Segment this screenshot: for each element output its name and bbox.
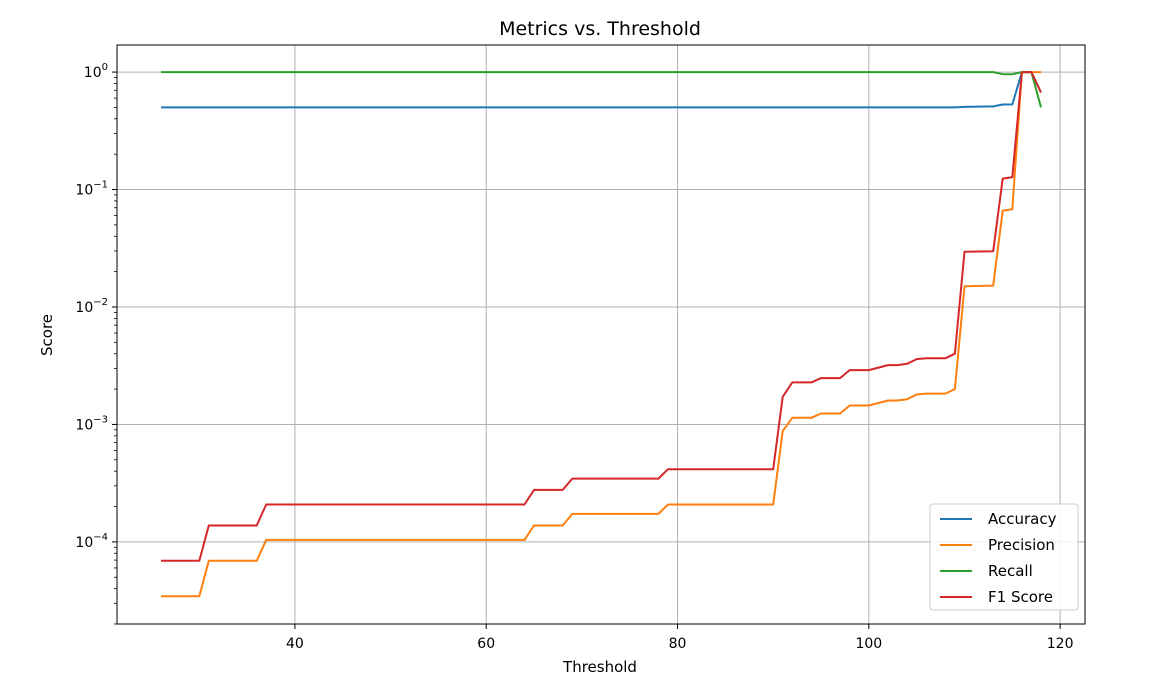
plot-frame: [116, 44, 1086, 625]
y-axis-label: Score: [38, 314, 56, 356]
series-line-precision: [161, 71, 1041, 598]
y-tick-label: 100: [84, 62, 108, 81]
x-axis: 40 60 80 100 120: [286, 624, 1073, 652]
y-tick-label: 10−2: [75, 297, 108, 316]
legend-label-precision: Precision: [988, 536, 1055, 554]
x-tick-label: 40: [286, 636, 304, 652]
chart-title: Metrics vs. Threshold: [499, 18, 701, 40]
series-layer: [161, 71, 1042, 598]
x-tick-label: 100: [855, 636, 882, 652]
x-tick-label: 60: [477, 636, 495, 652]
y-tick-label: 10−1: [75, 180, 108, 199]
y-tick-label: 10−3: [75, 414, 108, 433]
x-axis-label: Threshold: [562, 658, 637, 676]
y-axis: 10−4 10−3 10−2 10−1 100: [75, 62, 117, 625]
legend: Accuracy Precision Recall F1 Score: [929, 503, 1079, 611]
legend-label-accuracy: Accuracy: [988, 510, 1057, 528]
grid: [117, 45, 1085, 624]
y-tick-label: 10−4: [75, 532, 108, 551]
x-tick-label: 120: [1047, 636, 1074, 652]
legend-label-f1-score: F1 Score: [988, 588, 1053, 606]
plot-area: [117, 45, 1085, 624]
series-line-f1-score: [161, 71, 1042, 562]
legend-label-recall: Recall: [988, 562, 1033, 580]
x-tick-label: 80: [669, 636, 687, 652]
legend-box: [929, 503, 1079, 611]
